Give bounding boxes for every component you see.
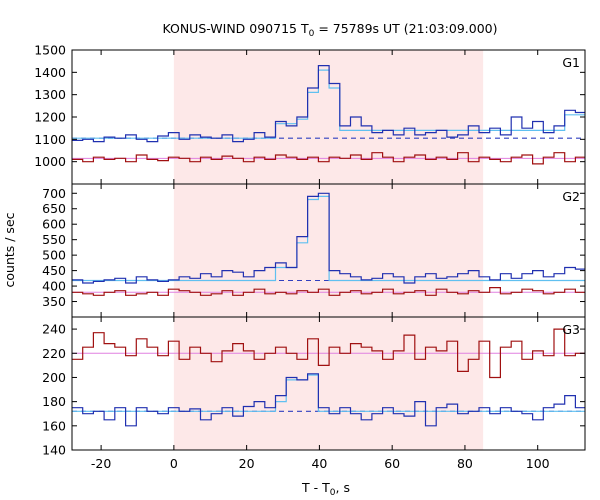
xlabel-subscript: 0 <box>330 488 336 498</box>
x-axis-label: T - T0, s <box>301 480 350 498</box>
y-tick-label: 700 <box>42 186 66 201</box>
panels: 100011001200130014001500G135040045050055… <box>34 43 586 471</box>
panel-plot <box>72 192 585 296</box>
panel-g3: 140 160 180 200 220 240 -20 0 20 40 60 80 100 G3 <box>42 316 586 471</box>
y-axis-label: counts / sec <box>2 212 17 287</box>
panel-g1: 1000 1100 1200 1300 1400 1500 G1 <box>34 43 586 185</box>
model-histogram <box>72 195 585 282</box>
signal-histogram <box>72 373 585 427</box>
y-tick-label: 500 <box>42 248 66 263</box>
y-tick-label: 600 <box>42 217 66 232</box>
panel-plot <box>72 65 585 165</box>
interval-shade <box>173 317 484 450</box>
y-tick-label: 1500 <box>34 43 66 58</box>
x-tick-label: 80 <box>457 456 473 471</box>
title-subscript: 0 <box>309 29 315 39</box>
y-tick-label: 550 <box>42 232 66 247</box>
title-rest: = 75789s UT (21:03:09.000) <box>314 21 497 36</box>
y-tick-label: 180 <box>42 394 66 409</box>
y-tick-label: 160 <box>42 418 66 433</box>
panel-frame <box>71 316 586 451</box>
x-tick-label: 60 <box>384 456 400 471</box>
panel-label: G3 <box>562 322 580 337</box>
signal-histogram <box>72 192 585 284</box>
y-tick-label: 400 <box>42 279 66 294</box>
panel-label: G1 <box>562 55 580 70</box>
signal-histogram <box>72 65 585 143</box>
background-histogram <box>72 328 585 379</box>
title-main: KONUS-WIND 090715 T <box>162 21 308 36</box>
panel-plot <box>72 328 585 427</box>
x-tick-label: -20 <box>91 456 111 471</box>
x-tick-label: 40 <box>311 456 327 471</box>
chart-title: KONUS-WIND 090715 T0 = 75789s UT (21:03:… <box>162 21 497 39</box>
y-tick-label: 1200 <box>34 110 66 125</box>
y-tick-label: 650 <box>42 201 66 216</box>
xlabel-rest: , s <box>336 480 350 495</box>
xlabel-main: T - T <box>301 480 330 495</box>
background-histogram <box>72 152 585 165</box>
x-tick-label: 20 <box>239 456 255 471</box>
y-tick-label: 1400 <box>34 65 66 80</box>
y-tick-label: 1000 <box>34 154 66 169</box>
y-tick-label: 350 <box>42 294 66 309</box>
y-tick-label: 200 <box>42 370 66 385</box>
y-tick-label: 1100 <box>34 132 66 147</box>
panel-label: G2 <box>562 189 580 204</box>
y-tick-label: 450 <box>42 263 66 278</box>
model-histogram <box>72 374 585 412</box>
background-histogram <box>72 287 585 296</box>
y-tick-label: 240 <box>42 322 66 337</box>
y-tick-label: 1300 <box>34 87 66 102</box>
y-tick-label: 140 <box>42 443 66 458</box>
x-tick-label: 100 <box>526 456 550 471</box>
y-tick-label: 220 <box>42 346 66 361</box>
x-tick-label: 0 <box>170 456 178 471</box>
